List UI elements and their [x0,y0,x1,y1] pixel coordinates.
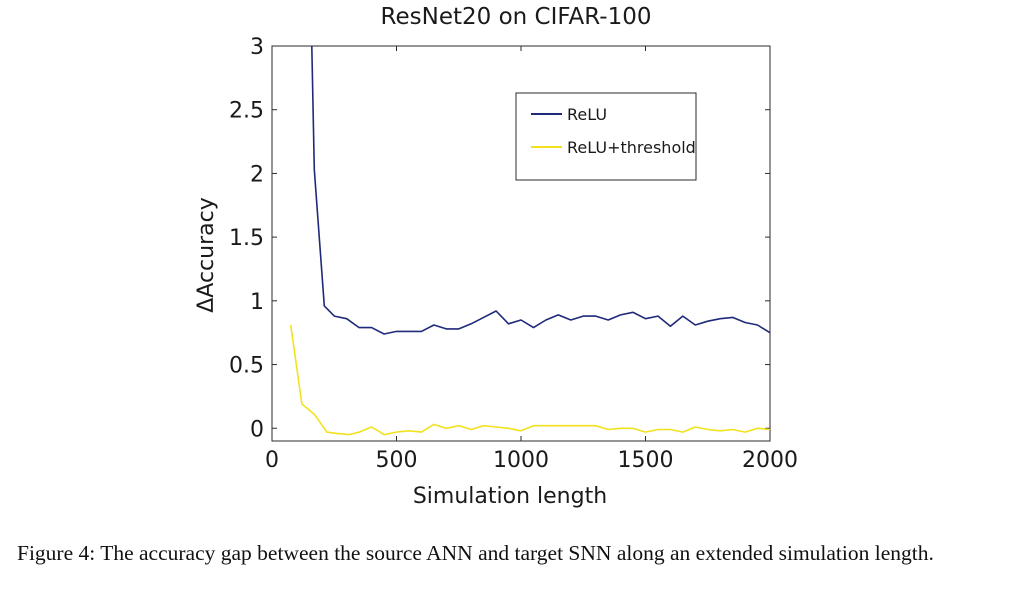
x-tick-label: 1000 [493,448,549,473]
x-tick-label: 2000 [742,448,798,473]
x-axis-label: Simulation length [413,484,607,509]
chart: ResNet20 on CIFAR-100 0 500 1000 1500 200000… [194,4,798,509]
series-line-relu-threshold [289,324,771,436]
axis-ticks: 0 500 1000 1500 2000 0 0.5 1 1.5 2 2.5 3 [229,35,798,473]
x-tick-label: 500 [376,448,418,473]
x-tick-label: 1500 [618,448,674,473]
series-line-relu [311,45,771,335]
y-tick-label: 1.5 [229,226,264,251]
y-tick-label: 2 [250,162,264,187]
legend-box [515,92,697,181]
y-axis-label: ΔAccuracy [194,197,219,313]
y-tick-label: 0.5 [229,354,264,379]
chart-title: ResNet20 on CIFAR-100 [381,4,652,30]
x-tick-label: 0 [265,448,279,473]
legend: ReLU ReLU+threshold [515,92,697,181]
series-lines [289,45,771,436]
legend-label-relu-threshold: ReLU+threshold [567,138,696,157]
y-tick-label: 2.5 [229,99,264,124]
y-tick-label: 0 [250,417,264,442]
legend-label-relu: ReLU [567,105,607,124]
y-tick-label: 3 [250,35,264,60]
figure-caption: Figure 4: The accuracy gap between the s… [17,541,934,565]
y-tick-label: 1 [250,290,264,315]
